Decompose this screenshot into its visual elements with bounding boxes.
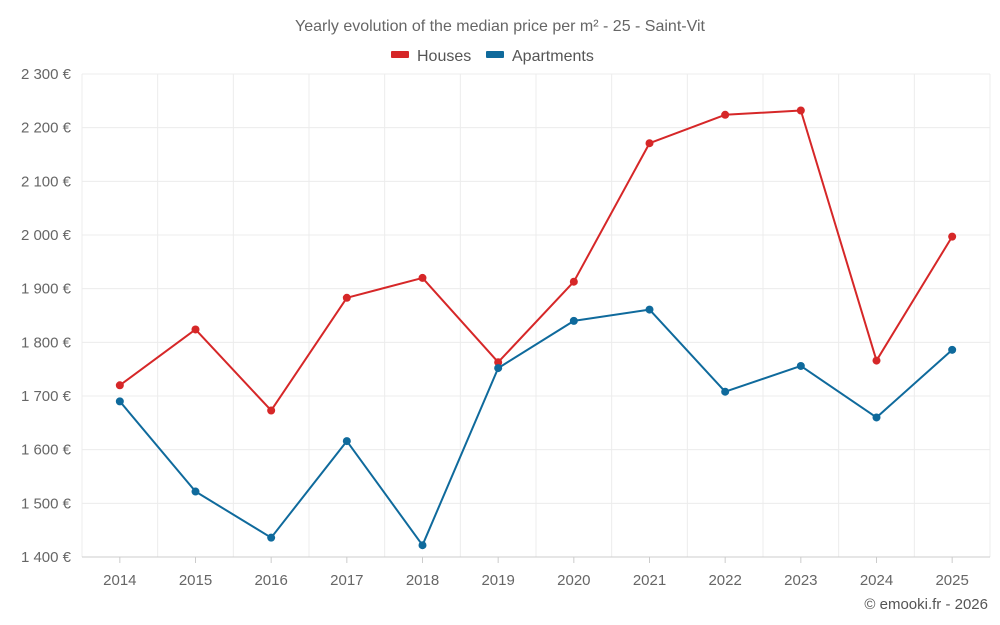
series-line-houses [119,109,954,412]
y-tick-label: 2 300 € [21,66,72,83]
data-point-apartments[interactable] [494,364,503,373]
series [115,106,957,550]
x-tick-label: 2021 [633,572,666,589]
data-point-houses[interactable] [569,277,578,286]
y-tick-label: 1 800 € [21,334,72,351]
grid [81,73,991,558]
data-point-apartments[interactable] [569,316,578,325]
data-point-apartments[interactable] [948,345,957,354]
data-point-apartments[interactable] [418,541,427,550]
data-point-apartments[interactable] [267,533,276,542]
legend-item-apartments[interactable]: Apartments [486,48,594,65]
legend: Houses Apartments [391,48,594,65]
x-tick-label: 2018 [406,572,439,589]
data-point-apartments[interactable] [342,437,351,446]
axes: 1 400 € 1 500 € 1 600 € 1 700 € 1 800 € 1 900… [21,66,990,589]
x-tick-label: 2025 [935,572,968,589]
legend-label-houses: Houses [417,48,471,65]
series-line-apartments [119,308,953,547]
y-tick-label: 2 200 € [21,120,72,137]
x-tick-label: 2023 [784,572,817,589]
y-tick-label: 2 100 € [21,173,72,190]
x-tick-label: 2019 [481,572,514,589]
data-point-apartments[interactable] [115,397,124,406]
y-tick-label: 1 400 € [21,549,72,566]
data-point-houses[interactable] [948,232,957,241]
credit-text: © emooki.fr - 2026 [864,596,988,613]
data-point-apartments[interactable] [796,361,805,370]
y-tick-label: 1 500 € [21,495,72,512]
series-apartments [115,305,957,550]
x-tick-label: 2020 [557,572,590,589]
y-tick-label: 1 700 € [21,388,72,405]
data-point-apartments[interactable] [872,413,881,422]
series-houses [115,106,957,415]
chart-title: Yearly evolution of the median price per… [295,18,706,35]
data-point-houses[interactable] [267,406,276,415]
x-tick-label: 2017 [330,572,363,589]
legend-item-houses[interactable]: Houses [391,48,471,65]
data-point-houses[interactable] [645,139,654,148]
data-point-houses[interactable] [115,381,124,390]
data-point-houses[interactable] [872,356,881,365]
x-tick-label: 2016 [254,572,287,589]
x-tick-label: 2014 [103,572,136,589]
legend-swatch-apartments [486,51,504,58]
data-point-houses[interactable] [191,325,200,334]
data-point-apartments[interactable] [191,487,200,496]
y-tick-label: 1 600 € [21,442,72,459]
x-tick-label: 2022 [708,572,741,589]
data-point-houses[interactable] [418,273,427,282]
y-tick-label: 2 000 € [21,227,72,244]
data-point-houses[interactable] [721,110,730,119]
legend-swatch-houses [391,51,409,58]
legend-label-apartments: Apartments [512,48,594,65]
data-point-houses[interactable] [796,106,805,115]
x-tick-label: 2024 [860,572,893,589]
data-point-apartments[interactable] [721,387,730,396]
data-point-houses[interactable] [342,293,351,302]
y-tick-label: 1 900 € [21,281,72,298]
data-point-houses[interactable] [494,358,503,367]
data-point-apartments[interactable] [645,305,654,314]
x-tick-label: 2015 [179,572,212,589]
